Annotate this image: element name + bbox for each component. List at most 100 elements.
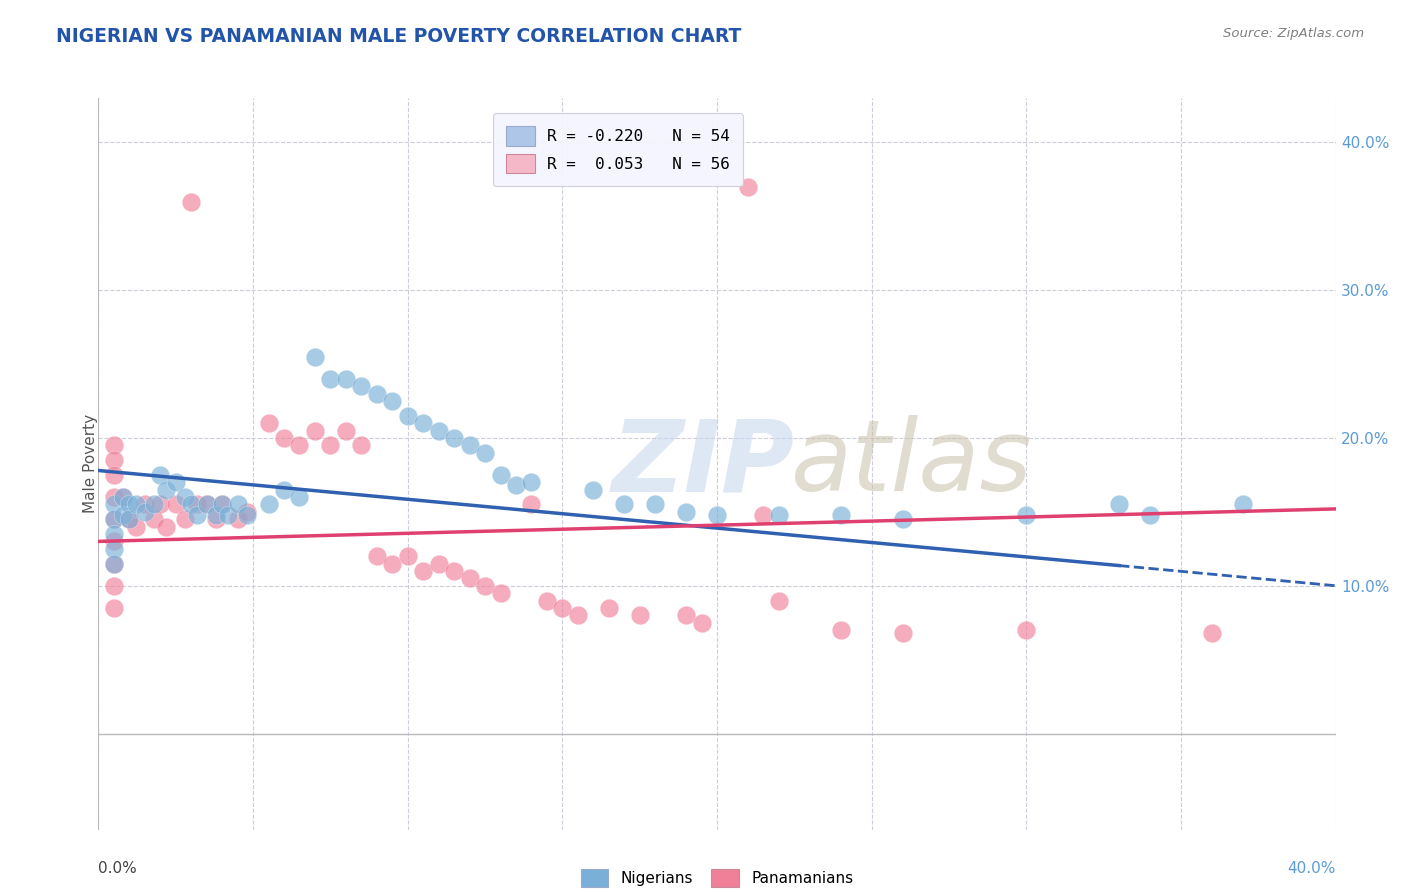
Point — [118, 512, 141, 526]
Point — [118, 512, 141, 526]
Point — [180, 498, 202, 512]
Point — [186, 508, 208, 522]
Point — [134, 505, 156, 519]
Point — [103, 557, 125, 571]
Point — [319, 438, 342, 452]
Point — [236, 505, 259, 519]
Point — [112, 490, 135, 504]
Point — [427, 557, 450, 571]
Point — [350, 438, 373, 452]
Text: 0.0%: 0.0% — [98, 861, 138, 876]
Text: atlas: atlas — [792, 416, 1033, 512]
Point — [891, 512, 914, 526]
Point — [195, 498, 218, 512]
Point — [474, 579, 496, 593]
Text: 40.0%: 40.0% — [1288, 861, 1336, 876]
Point — [396, 409, 419, 423]
Point — [134, 498, 156, 512]
Point — [381, 394, 404, 409]
Point — [706, 508, 728, 522]
Point — [505, 478, 527, 492]
Point — [103, 453, 125, 467]
Point — [155, 519, 177, 533]
Point — [427, 424, 450, 438]
Point — [103, 498, 125, 512]
Point — [335, 372, 357, 386]
Point — [489, 467, 512, 482]
Point — [211, 498, 233, 512]
Point — [288, 438, 311, 452]
Point — [582, 483, 605, 497]
Point — [690, 615, 713, 630]
Point — [124, 519, 146, 533]
Text: NIGERIAN VS PANAMANIAN MALE POVERTY CORRELATION CHART: NIGERIAN VS PANAMANIAN MALE POVERTY CORR… — [56, 27, 741, 45]
Point — [381, 557, 404, 571]
Point — [891, 626, 914, 640]
Point — [1108, 498, 1130, 512]
Point — [103, 601, 125, 615]
Point — [628, 608, 651, 623]
Point — [396, 549, 419, 564]
Legend: Nigerians, Panamanians: Nigerians, Panamanians — [574, 861, 860, 892]
Point — [551, 601, 574, 615]
Point — [412, 416, 434, 430]
Point — [675, 505, 697, 519]
Point — [1015, 623, 1038, 637]
Point — [226, 498, 249, 512]
Point — [236, 508, 259, 522]
Point — [143, 498, 166, 512]
Point — [217, 508, 239, 522]
Point — [567, 608, 589, 623]
Point — [675, 608, 697, 623]
Point — [1201, 626, 1223, 640]
Point — [186, 498, 208, 512]
Point — [830, 623, 852, 637]
Point — [304, 350, 326, 364]
Point — [737, 179, 759, 194]
Point — [165, 475, 187, 490]
Point — [458, 438, 481, 452]
Point — [112, 490, 135, 504]
Point — [103, 512, 125, 526]
Point — [257, 416, 280, 430]
Point — [768, 593, 790, 607]
Point — [103, 534, 125, 549]
Point — [124, 498, 146, 512]
Point — [257, 498, 280, 512]
Point — [830, 508, 852, 522]
Point — [443, 564, 465, 578]
Point — [520, 498, 543, 512]
Point — [174, 490, 197, 504]
Point — [474, 446, 496, 460]
Text: ZIP: ZIP — [612, 416, 794, 512]
Point — [103, 512, 125, 526]
Point — [366, 386, 388, 401]
Point — [520, 475, 543, 490]
Point — [768, 508, 790, 522]
Point — [103, 467, 125, 482]
Point — [149, 467, 172, 482]
Point — [598, 601, 620, 615]
Point — [103, 579, 125, 593]
Point — [489, 586, 512, 600]
Point — [165, 498, 187, 512]
Point — [103, 527, 125, 541]
Point — [335, 424, 357, 438]
Point — [613, 498, 636, 512]
Point — [174, 512, 197, 526]
Point — [536, 593, 558, 607]
Point — [118, 498, 141, 512]
Point — [752, 508, 775, 522]
Point — [304, 424, 326, 438]
Point — [205, 512, 228, 526]
Point — [443, 431, 465, 445]
Point — [644, 498, 666, 512]
Point — [195, 498, 218, 512]
Point — [1015, 508, 1038, 522]
Point — [155, 483, 177, 497]
Point — [1139, 508, 1161, 522]
Y-axis label: Male Poverty: Male Poverty — [83, 414, 97, 514]
Point — [103, 541, 125, 556]
Point — [180, 194, 202, 209]
Point — [226, 512, 249, 526]
